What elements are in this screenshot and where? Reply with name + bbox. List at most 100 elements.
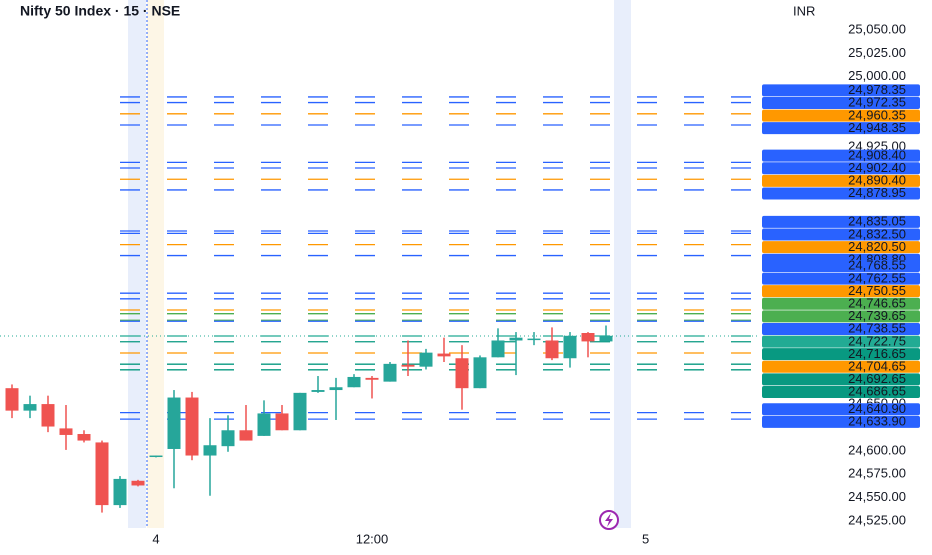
y-tick-label: 25,000.00 <box>848 68 906 83</box>
price-label-box <box>762 403 920 416</box>
candle-body <box>581 332 595 342</box>
x-tick-label: 12:00 <box>356 531 389 546</box>
price-label: 24,722.75 <box>848 333 906 348</box>
price-label: 24,820.50 <box>848 239 906 254</box>
price-label: 24,692.65 <box>848 371 906 386</box>
candle-body <box>491 340 505 358</box>
price-label-box <box>762 174 920 187</box>
price-label: 24,640.90 <box>848 401 906 416</box>
price-label: 24,972.35 <box>848 95 906 110</box>
candle-body <box>563 335 577 359</box>
price-label-box <box>762 149 920 162</box>
candle-body <box>545 340 559 359</box>
price-label: 24,704.65 <box>848 359 906 374</box>
candle-body <box>5 388 19 411</box>
price-label: 24,716.65 <box>848 346 906 361</box>
price-label-box <box>762 241 920 254</box>
price-label-box <box>762 385 920 398</box>
price-label: 24,960.35 <box>848 107 906 122</box>
candle-body <box>527 338 541 341</box>
candle-body <box>293 392 307 431</box>
candle-body <box>347 376 361 388</box>
price-label: 24,739.65 <box>848 308 906 323</box>
candle-body <box>329 387 343 391</box>
candle-body <box>239 430 253 441</box>
price-label-box <box>762 285 920 298</box>
price-label: 24,746.65 <box>848 296 906 311</box>
y-tick-label: 24,925.00 <box>848 138 906 153</box>
price-label-box <box>762 297 920 310</box>
price-label-box <box>762 109 920 122</box>
candle-body <box>419 352 433 367</box>
price-label-box <box>762 415 920 428</box>
price-label: 24,948.35 <box>848 120 906 135</box>
candle-body <box>311 390 325 392</box>
price-label: 24,762.55 <box>848 270 906 285</box>
price-label-box <box>762 187 920 200</box>
candle-body <box>473 357 487 389</box>
session-band <box>614 0 631 528</box>
event-icon[interactable] <box>599 510 619 530</box>
price-label: 24,978.35 <box>848 82 906 97</box>
price-label-box <box>762 122 920 135</box>
candle-body <box>275 413 289 431</box>
price-label-box <box>762 259 920 272</box>
candle-body <box>113 478 127 506</box>
price-label: 24,633.90 <box>848 414 906 429</box>
y-tick-label: 24,550.00 <box>848 489 906 504</box>
candle-body <box>455 358 469 389</box>
candle-body <box>149 455 163 458</box>
y-tick-label: 25,050.00 <box>848 21 906 36</box>
price-label-box <box>762 84 920 97</box>
price-label: 24,768.55 <box>848 258 906 273</box>
price-label-box <box>762 96 920 109</box>
y-tick-label: 24,600.00 <box>848 442 906 457</box>
price-label-box <box>762 373 920 386</box>
candle-body <box>185 397 199 456</box>
price-label: 24,832.50 <box>848 226 906 241</box>
candle-body <box>365 377 379 380</box>
candle-body <box>59 428 73 435</box>
chart-title: Nifty 50 Index · 15 · NSE <box>20 3 180 19</box>
price-label: 24,890.40 <box>848 173 906 188</box>
price-label: 24,878.95 <box>848 185 906 200</box>
candle-body <box>401 364 415 367</box>
price-label-box <box>762 360 920 373</box>
candle-body <box>131 480 145 486</box>
candle-body <box>257 413 271 436</box>
price-label-box <box>762 348 920 361</box>
candle-body <box>167 397 181 449</box>
y-tick-label: 24,575.00 <box>848 466 906 481</box>
price-label: 24,835.05 <box>848 214 906 229</box>
currency-label: INR <box>793 3 815 18</box>
price-label-box <box>762 335 920 348</box>
session-band <box>147 0 164 528</box>
price-label-box <box>762 215 920 228</box>
y-tick-label: 24,525.00 <box>848 512 906 527</box>
candle-body <box>203 445 217 456</box>
candle-body <box>509 337 523 341</box>
candle-body <box>437 353 451 357</box>
price-label-box <box>762 162 920 175</box>
candle-body <box>77 434 91 441</box>
candle-body <box>23 404 37 411</box>
candle-body <box>221 430 235 447</box>
price-label-box <box>762 228 920 241</box>
price-label-box <box>762 272 920 285</box>
price-label-box <box>762 310 920 323</box>
candle-body <box>41 404 55 427</box>
price-label-box <box>762 322 920 335</box>
price-label: 24,738.55 <box>848 321 906 336</box>
session-band <box>128 0 146 528</box>
candle-body <box>599 335 613 342</box>
candle-body <box>95 442 109 506</box>
x-tick-label: 4 <box>152 531 159 546</box>
price-label: 24,686.65 <box>848 384 906 399</box>
candle-body <box>383 363 397 382</box>
x-tick-label: 5 <box>642 531 649 546</box>
price-label: 24,750.55 <box>848 283 906 298</box>
y-tick-label: 25,025.00 <box>848 45 906 60</box>
price-label: 24,908.40 <box>848 147 906 162</box>
price-label: 24,902.40 <box>848 160 906 175</box>
